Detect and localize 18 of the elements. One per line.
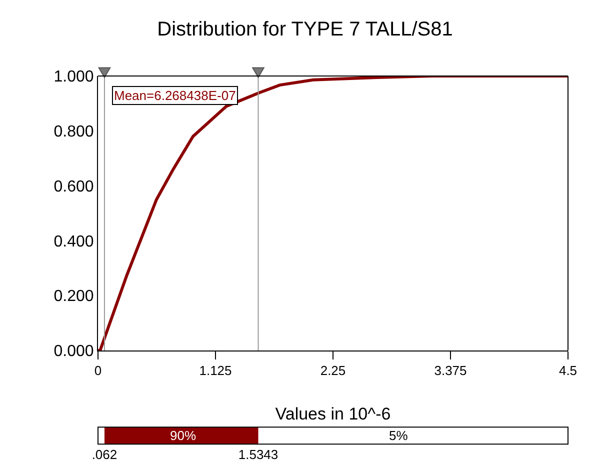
x-tick-label: 2.25	[320, 363, 346, 378]
y-tick-label: 0.600	[54, 178, 94, 196]
y-tick-label: 0.400	[54, 233, 94, 250]
x-axis-title: Values in 10^-6	[275, 404, 391, 424]
x-tick-label: 0	[94, 363, 102, 378]
y-tick-label: 1.000	[54, 68, 94, 86]
annotation: 5%	[389, 428, 408, 443]
chart-title: Distribution for TYPE 7 TALL/S81	[157, 18, 453, 40]
x-tick-label: 1.5343	[238, 447, 278, 462]
annotation: 90%	[170, 428, 196, 443]
y-tick-label: 0.200	[54, 288, 94, 306]
x-tick-label: 3.375	[434, 363, 467, 378]
annotation: Mean=6.268438E-07	[114, 88, 236, 103]
x-tick-label: 4.5	[558, 363, 578, 378]
x-tick-label: 1.125	[199, 363, 232, 378]
y-tick-label: 0.000	[54, 343, 94, 360]
y-tick-label: 0.800	[54, 123, 94, 140]
x-tick-label: .062	[92, 447, 118, 462]
